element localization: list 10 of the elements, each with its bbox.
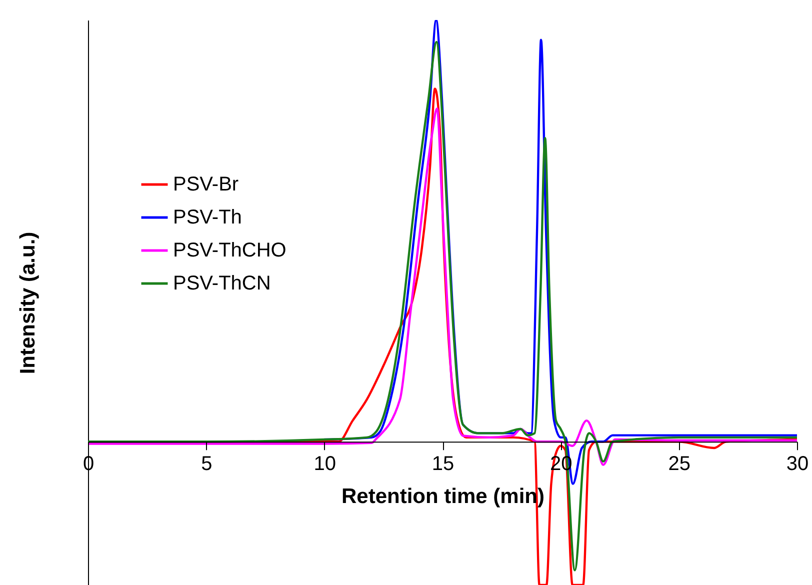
x-tick-label: 15 [432, 453, 454, 476]
y-axis-title: Intensity (a.u.) [16, 232, 40, 374]
legend-label: PSV-ThCHO [173, 240, 286, 262]
x-tick-label: 25 [668, 453, 690, 476]
legend-label: PSV-Th [173, 206, 242, 228]
x-tick-label: 30 [786, 453, 809, 476]
x-tick-label: 5 [201, 453, 212, 476]
legend-label: PSV-Br [173, 174, 239, 196]
x-tick-label: 10 [314, 453, 336, 476]
legend-label: PSV-ThCN [173, 272, 271, 294]
